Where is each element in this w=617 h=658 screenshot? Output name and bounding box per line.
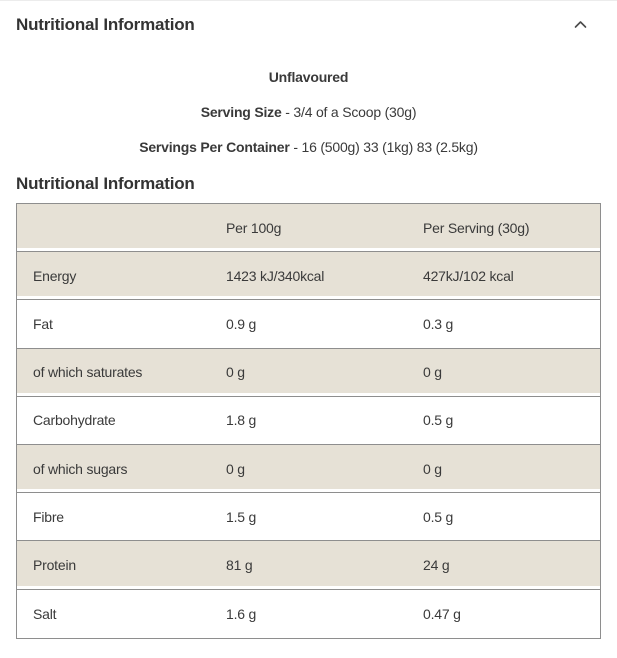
row-per-serving: 0.5 g	[423, 412, 454, 429]
row-per-100g: 1.8 g	[226, 412, 257, 429]
row-label: of which saturates	[33, 364, 143, 381]
row-label: Fibre	[33, 508, 64, 525]
serving-size-value: - 3/4 of a Scoop (30g)	[285, 104, 417, 120]
column-header-per-serving: Per Serving (30g)	[423, 219, 530, 236]
row-label: of which sugars	[33, 460, 128, 477]
row-per-serving: 0 g	[423, 460, 442, 477]
flavour-name: Unflavoured	[0, 69, 617, 85]
row-per-100g: 1423 kJ/340kcal	[226, 267, 325, 284]
servings-per-container-label: Servings Per Container	[139, 139, 290, 155]
nutrition-table-title: Nutritional Information	[16, 174, 195, 193]
table-row-energy: Energy 1423 kJ/340kcal 427kJ/102 kcal	[17, 252, 600, 301]
table-row-sugars: of which sugars 0 g 0 g	[17, 444, 600, 494]
table-row-saturates: of which saturates 0 g 0 g	[17, 348, 600, 397]
row-per-serving: 0.3 g	[423, 315, 454, 332]
row-per-100g: 0 g	[226, 364, 245, 381]
table-row-fibre: Fibre 1.5 g 0.5 g	[17, 493, 600, 542]
row-label: Energy	[33, 267, 77, 284]
row-per-100g: 81 g	[226, 556, 253, 573]
nutritional-information-accordion-header[interactable]: Nutritional Information	[0, 0, 617, 48]
servings-per-container-line: Servings Per Container - 16 (500g) 33 (1…	[0, 139, 617, 155]
nutrition-table-header-row: Per 100g Per Serving (30g)	[17, 204, 600, 253]
flavour-label: Unflavoured	[268, 69, 349, 85]
row-per-100g: 1.6 g	[226, 605, 257, 622]
table-row-salt: Salt 1.6 g 0.47 g	[17, 589, 600, 638]
row-per-100g: 0 g	[226, 460, 245, 477]
column-header-per-100g: Per 100g	[226, 219, 282, 236]
row-label: Carbohydrate	[33, 412, 116, 429]
row-per-serving: 0.47 g	[423, 605, 461, 622]
row-per-serving: 0 g	[423, 364, 442, 381]
chevron-up-icon[interactable]	[574, 20, 587, 29]
servings-per-container-value: - 16 (500g) 33 (1kg) 83 (2.5kg)	[293, 139, 478, 155]
serving-size-label: Serving Size	[200, 104, 282, 120]
table-row-fat: Fat 0.9 g 0.3 g	[17, 300, 600, 349]
serving-size-line: Serving Size - 3/4 of a Scoop (30g)	[0, 104, 617, 120]
row-label: Salt	[33, 605, 57, 622]
row-label: Fat	[33, 315, 53, 332]
row-per-serving: 24 g	[423, 556, 450, 573]
row-per-serving: 427kJ/102 kcal	[423, 267, 514, 284]
row-per-100g: 1.5 g	[226, 508, 257, 525]
nutrition-table: Per 100g Per Serving (30g) Energy 1423 k…	[16, 203, 601, 639]
table-row-carbohydrate: Carbohydrate 1.8 g 0.5 g	[17, 396, 600, 445]
row-per-serving: 0.5 g	[423, 508, 454, 525]
row-label: Protein	[33, 556, 76, 573]
serving-info-block: Unflavoured Serving Size - 3/4 of a Scoo…	[0, 48, 617, 155]
row-per-100g: 0.9 g	[226, 315, 257, 332]
table-row-protein: Protein 81 g 24 g	[17, 541, 600, 590]
accordion-title: Nutritional Information	[16, 14, 195, 34]
